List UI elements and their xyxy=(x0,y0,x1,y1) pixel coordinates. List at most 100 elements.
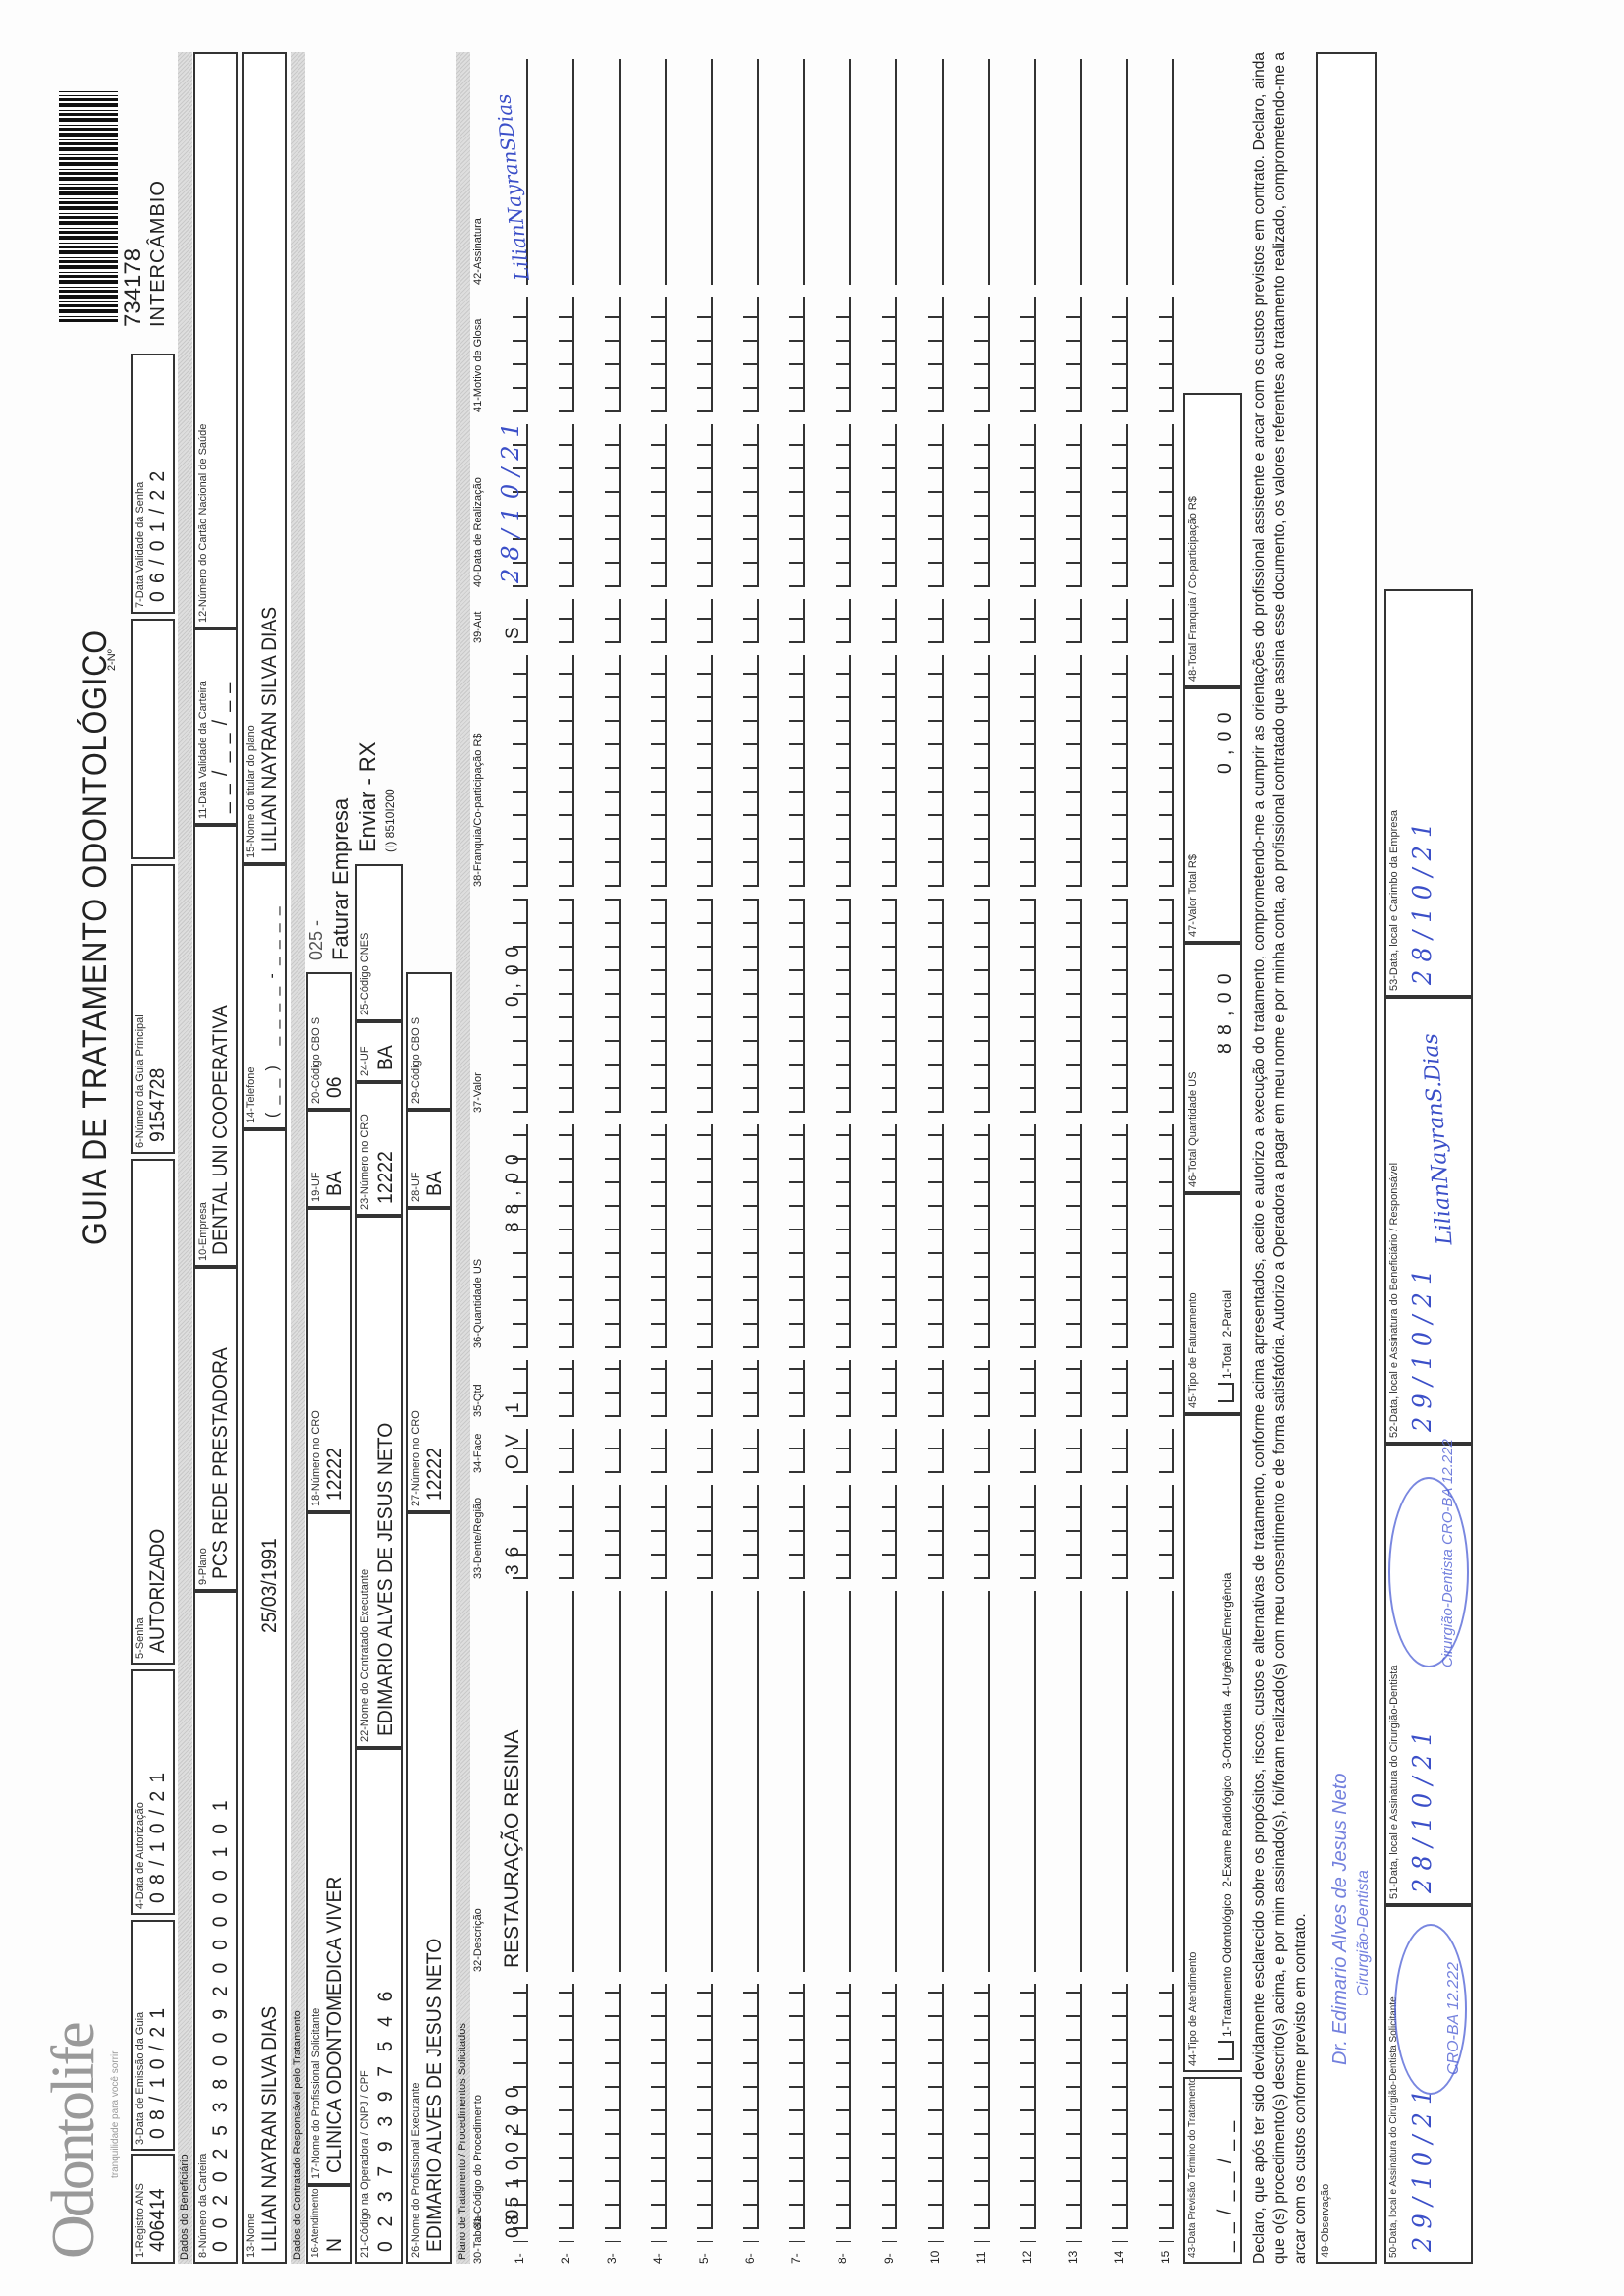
cell-qtd[interactable] xyxy=(1159,1360,1174,1417)
cell-descricao[interactable] xyxy=(882,1591,897,1972)
cell-data-realizacao[interactable] xyxy=(559,424,574,587)
cell-franquia[interactable] xyxy=(605,655,621,887)
cell-tabela[interactable] xyxy=(789,2241,805,2242)
cell-qtd[interactable] xyxy=(882,1360,897,1417)
cell-dente-regiao[interactable] xyxy=(1112,1485,1128,1579)
cell-motivo-glosa[interactable] xyxy=(743,297,759,412)
field-tipo-faturamento[interactable]: 45-Tipo de Faturamento 1-Total 2-Parcial xyxy=(1183,1193,1242,1414)
field-profissional-solicitante[interactable]: 17-Nome do Profissional Solicitante CLINI… xyxy=(306,1512,352,2185)
cell-qtd[interactable] xyxy=(697,1360,713,1417)
field-numero-carteira[interactable]: 8-Número da Carteira 00202538009200000101 xyxy=(193,1591,238,2264)
cell-valor[interactable] xyxy=(697,899,713,1113)
cell-face[interactable] xyxy=(974,1429,990,1473)
field-valor-total[interactable]: 47-Valor Total R$ 0,00 xyxy=(1183,687,1242,943)
field-cbo-solicitante[interactable]: 20-Código CBO S 06 xyxy=(306,972,352,1110)
cell-valor[interactable] xyxy=(1020,899,1036,1113)
cell-tabela[interactable] xyxy=(743,2241,759,2242)
cell-assinatura[interactable] xyxy=(559,59,574,285)
cell-tabela[interactable] xyxy=(1159,2241,1174,2242)
cell-descricao[interactable] xyxy=(1020,1591,1036,1972)
cell-franquia[interactable] xyxy=(1159,655,1174,887)
cell-qtd[interactable] xyxy=(974,1360,990,1417)
cell-quantidade-us[interactable] xyxy=(1020,1124,1036,1348)
cell-face[interactable] xyxy=(928,1429,944,1473)
cell-data-realizacao[interactable] xyxy=(1066,424,1082,587)
cell-aut[interactable] xyxy=(789,599,805,643)
cell-qtd[interactable] xyxy=(559,1360,574,1417)
cell-assinatura[interactable] xyxy=(1112,59,1128,285)
cell-face[interactable] xyxy=(559,1429,574,1473)
cell-data-realizacao[interactable] xyxy=(928,424,944,587)
cell-valor[interactable] xyxy=(1112,899,1128,1113)
cell-franquia[interactable] xyxy=(651,655,667,887)
field-uf-solicitante[interactable]: 19-UF BA xyxy=(306,1110,352,1208)
cell-franquia[interactable] xyxy=(1112,655,1128,887)
cell-codigo-procedimento[interactable] xyxy=(836,1984,851,2229)
cell-valor[interactable] xyxy=(651,899,667,1113)
field-cro-profissional[interactable]: 27-Número no CRO 12222 xyxy=(406,1208,452,1512)
cell-quantidade-us[interactable] xyxy=(974,1124,990,1348)
cell-aut[interactable] xyxy=(651,599,667,643)
cell-codigo-procedimento[interactable] xyxy=(882,1984,897,2229)
cell-dente-regiao[interactable] xyxy=(836,1485,851,1579)
cell-valor[interactable] xyxy=(1066,899,1082,1113)
cell-valor[interactable] xyxy=(1159,899,1174,1113)
cell-assinatura[interactable] xyxy=(1020,59,1036,285)
cell-face[interactable] xyxy=(882,1429,897,1473)
cell-codigo-procedimento[interactable] xyxy=(605,1984,621,2229)
cell-tabela[interactable] xyxy=(1020,2241,1036,2242)
cell-codigo-procedimento[interactable] xyxy=(1020,1984,1036,2229)
field-codigo-cnes[interactable]: 25-Código CNES xyxy=(355,864,403,1021)
cell-dente-regiao[interactable] xyxy=(1159,1485,1174,1579)
cell-qtd[interactable] xyxy=(651,1360,667,1417)
cell-motivo-glosa[interactable] xyxy=(605,297,621,412)
cell-aut[interactable] xyxy=(1159,599,1174,643)
cell-aut[interactable] xyxy=(605,599,621,643)
cell-aut[interactable] xyxy=(928,599,944,643)
field-uf-profissional[interactable]: 28-UF BA xyxy=(406,1110,452,1208)
cell-quantidade-us[interactable] xyxy=(1159,1124,1174,1348)
cell-face[interactable] xyxy=(1159,1429,1174,1473)
cell-tabela[interactable] xyxy=(513,2241,528,2242)
cell-tabela[interactable] xyxy=(928,2241,944,2242)
cell-data-realizacao[interactable] xyxy=(651,424,667,587)
cell-quantidade-us[interactable] xyxy=(559,1124,574,1348)
cell-dente-regiao[interactable] xyxy=(928,1485,944,1579)
cell-valor[interactable] xyxy=(559,899,574,1113)
cell-data-realizacao[interactable] xyxy=(1112,424,1128,587)
field-nome[interactable]: 13-Nome LILIAN NAYRAN SILVA DIAS 25/03/199… xyxy=(242,1129,287,2264)
cell-face[interactable] xyxy=(836,1429,851,1473)
cell-dente-regiao[interactable] xyxy=(789,1485,805,1579)
cell-franquia[interactable] xyxy=(743,655,759,887)
cell-valor[interactable] xyxy=(882,899,897,1113)
cell-quantidade-us[interactable] xyxy=(882,1124,897,1348)
tipo-atendimento-checkbox[interactable] xyxy=(1218,2041,1234,2060)
cell-dente-regiao[interactable] xyxy=(697,1485,713,1579)
cell-motivo-glosa[interactable] xyxy=(1159,297,1174,412)
cell-qtd[interactable] xyxy=(789,1360,805,1417)
cell-motivo-glosa[interactable] xyxy=(789,297,805,412)
field-senha[interactable]: 5-Senha AUTORIZADO xyxy=(131,1159,175,1665)
cell-tabela[interactable] xyxy=(605,2241,621,2242)
cell-valor[interactable] xyxy=(928,899,944,1113)
cell-qtd[interactable] xyxy=(836,1360,851,1417)
cell-dente-regiao[interactable] xyxy=(1066,1485,1082,1579)
cell-motivo-glosa[interactable] xyxy=(974,297,990,412)
cell-descricao[interactable] xyxy=(1112,1591,1128,1972)
cell-descricao[interactable] xyxy=(789,1591,805,1972)
cell-assinatura[interactable] xyxy=(928,59,944,285)
cell-codigo-procedimento[interactable] xyxy=(559,1984,574,2229)
cell-face[interactable] xyxy=(789,1429,805,1473)
cell-motivo-glosa[interactable] xyxy=(1020,297,1036,412)
cell-codigo-procedimento[interactable] xyxy=(743,1984,759,2229)
cell-valor[interactable] xyxy=(743,899,759,1113)
cell-descricao[interactable] xyxy=(697,1591,713,1972)
cell-tabela[interactable] xyxy=(1112,2241,1128,2242)
cell-valor[interactable] xyxy=(836,899,851,1113)
cell-valor[interactable] xyxy=(789,899,805,1113)
cell-codigo-procedimento[interactable] xyxy=(651,1984,667,2229)
cell-assinatura[interactable] xyxy=(836,59,851,285)
cell-dente-regiao[interactable] xyxy=(559,1485,574,1579)
cell-motivo-glosa[interactable] xyxy=(882,297,897,412)
cell-data-realizacao[interactable] xyxy=(882,424,897,587)
